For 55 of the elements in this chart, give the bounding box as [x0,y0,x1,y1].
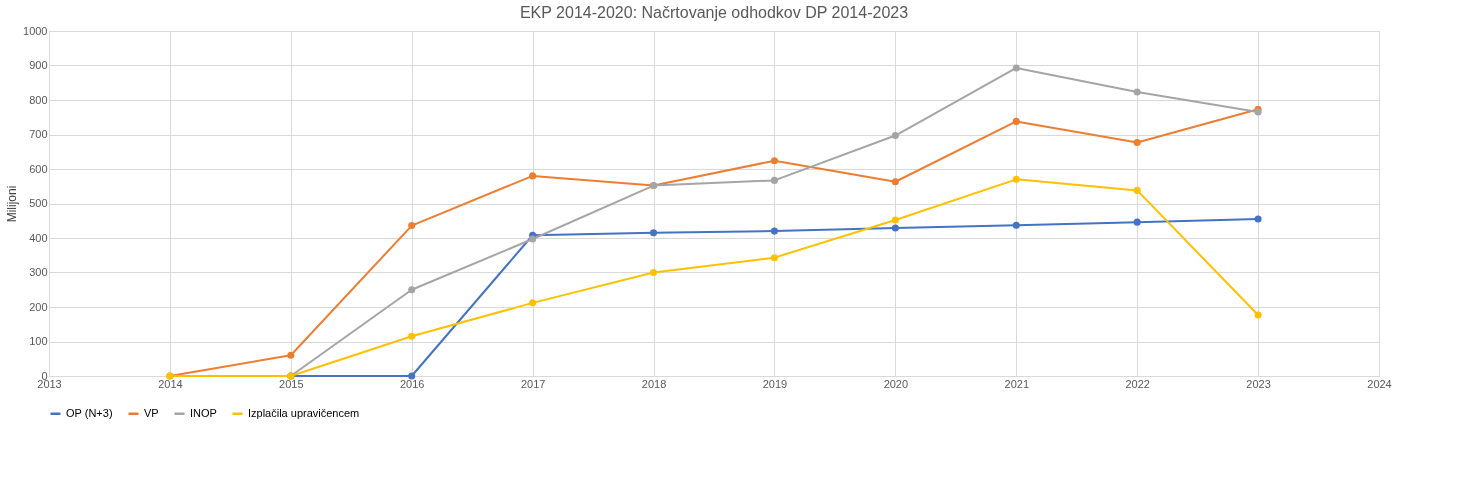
x-tick-label: 2021 [1004,377,1030,390]
point [1133,218,1141,226]
point [1012,221,1020,229]
y-tick-label: 900 [29,59,48,71]
point [770,157,778,165]
point [770,176,778,184]
x-tick-label: 2016 [399,377,425,390]
point [529,299,537,307]
y-tick-label: 1000 [23,24,48,37]
point [408,286,416,294]
point [1254,215,1262,223]
point [770,227,778,235]
y-tick-label: 700 [29,128,48,140]
legend-label: INOP [190,406,217,419]
point [529,235,537,243]
point [1254,311,1262,319]
y-tick-label: 100 [29,335,48,347]
y-tick-label: 400 [29,231,48,244]
y-tick-label: 600 [29,162,48,175]
point [650,229,658,237]
chart-title: EKP 2014-2020: Načrtovanje odhodkov DP 2014-2023 [519,4,909,21]
point [287,351,295,359]
x-tick-label: 2019 [762,377,788,390]
point [408,332,416,340]
x-tick-label: 2014 [158,377,183,390]
point [408,372,416,380]
point [1012,117,1020,125]
x-tick-label: 2020 [883,377,909,390]
y-tick-label: 200 [29,300,48,313]
y-tick-label: 300 [29,266,48,278]
point [1133,186,1141,194]
point [1012,64,1020,72]
point [891,216,899,224]
x-tick-label: 2018 [641,377,667,390]
point [650,268,658,277]
point [408,222,416,230]
x-tick-label: 2015 [279,377,304,390]
y-axis-title: Milijoni [5,185,20,223]
point [1133,88,1141,96]
legend-label: OP (N+3) [66,406,113,419]
point [1012,175,1020,183]
x-tick-label: 2022 [1125,377,1150,390]
y-tick-label: 800 [29,93,48,106]
point [1133,138,1141,146]
point [770,254,778,262]
x-tick-label: 2023 [1246,377,1271,390]
point [529,172,537,180]
legend-label: VP [144,406,159,419]
legend-label: Izplačila upravičencem [248,406,360,419]
point [891,132,899,140]
x-tick-label: 2024 [1367,377,1392,390]
point [891,224,899,232]
y-tick-label: 500 [29,197,48,209]
point [891,178,899,186]
x-tick-label: 2017 [520,377,546,390]
